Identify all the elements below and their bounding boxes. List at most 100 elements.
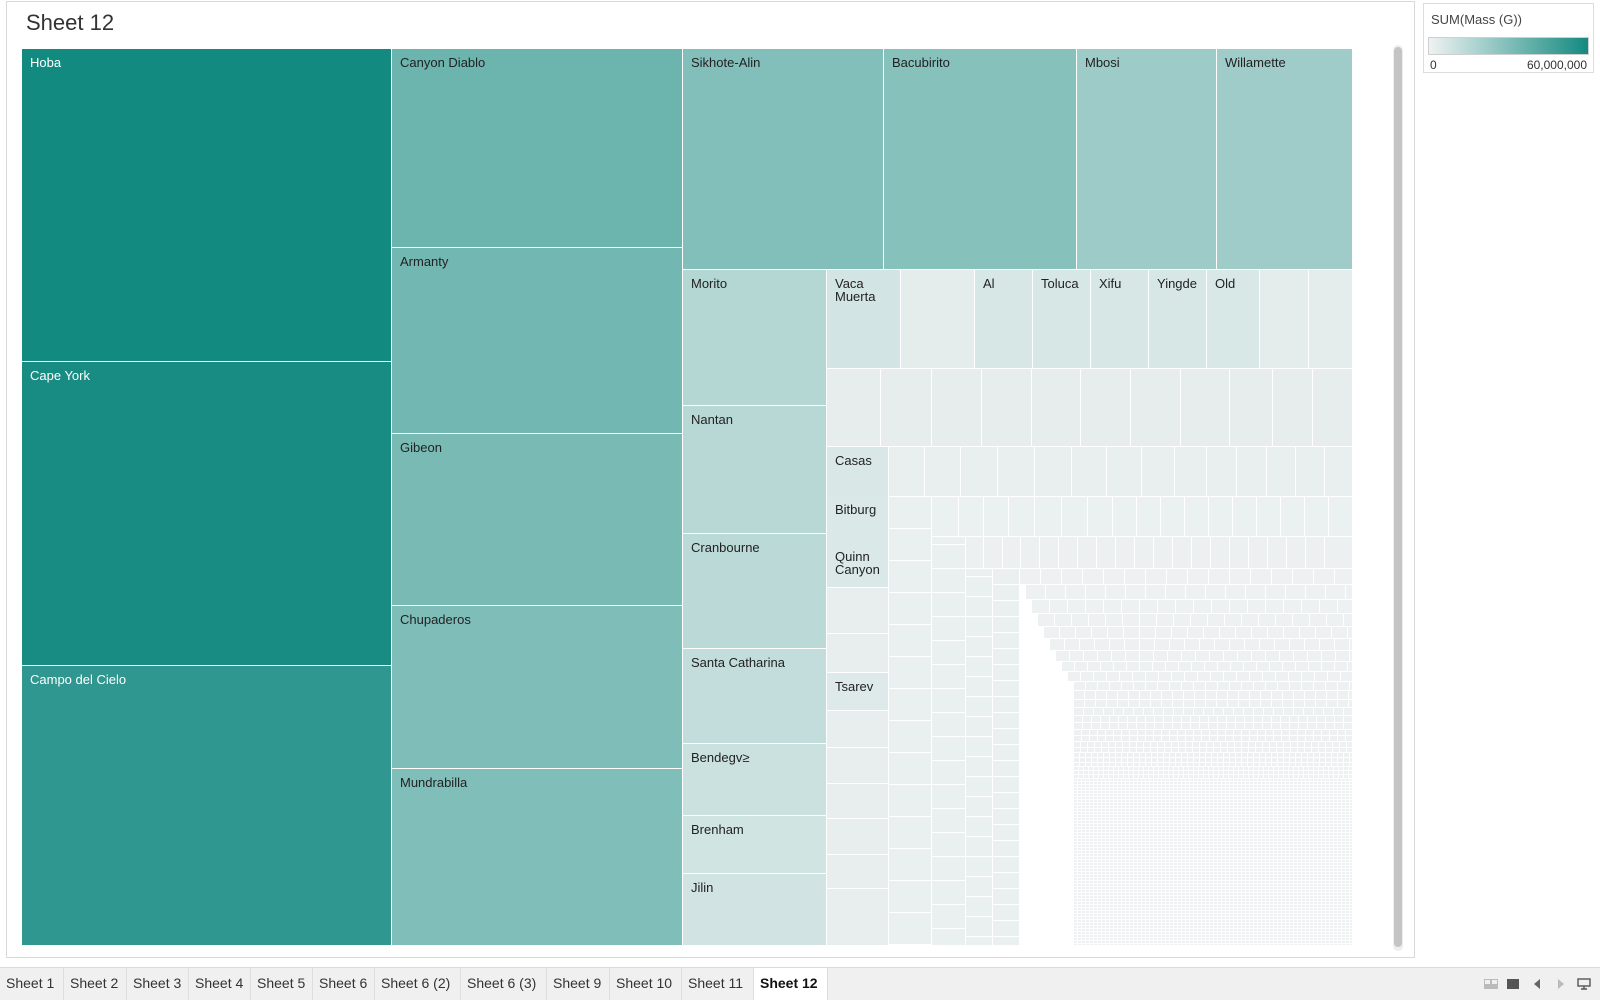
treemap-cell-small[interactable] <box>1035 447 1072 497</box>
treemap-cell-small[interactable] <box>1194 708 1204 716</box>
treemap-cell-small[interactable] <box>1122 600 1140 614</box>
treemap-cell-small[interactable] <box>1277 742 1284 748</box>
treemap-cell-small[interactable] <box>966 617 993 637</box>
treemap-cell-small[interactable] <box>1236 627 1252 639</box>
treemap-cell-small[interactable] <box>1322 730 1330 736</box>
treemap-cell-small[interactable] <box>1305 700 1316 708</box>
treemap-cell-small[interactable] <box>1186 730 1194 736</box>
treemap-cell-small[interactable] <box>1106 736 1114 742</box>
treemap-cell-small[interactable] <box>1186 736 1194 742</box>
treemap-cell-small[interactable] <box>1248 758 1254 763</box>
treemap-cell-small[interactable] <box>827 784 889 819</box>
treemap-cell-small[interactable] <box>1154 537 1173 569</box>
treemap-cell-small[interactable] <box>889 657 932 689</box>
treemap-cell-small[interactable] <box>1326 742 1333 748</box>
treemap-cell-small[interactable] <box>1309 662 1322 672</box>
treemap-cell-small[interactable] <box>1074 716 1083 723</box>
treemap-cell-small[interactable] <box>925 447 961 497</box>
treemap-cell-small[interactable] <box>1237 672 1250 682</box>
treemap-cell-small[interactable] <box>1133 672 1146 682</box>
treemap-cell-small[interactable] <box>1158 758 1164 763</box>
treemap-cell-small[interactable] <box>1116 758 1122 763</box>
treemap-cell-small[interactable] <box>1046 585 1066 600</box>
treemap-cell-small[interactable] <box>1218 682 1230 691</box>
treemap-cell-small[interactable] <box>1110 723 1119 730</box>
treemap-cell-small[interactable] <box>1085 700 1096 708</box>
treemap-cell-small[interactable] <box>1119 723 1128 730</box>
treemap-cell-small[interactable] <box>1281 497 1305 537</box>
treemap-cell-small[interactable] <box>1329 497 1353 537</box>
treemap-cell-small[interactable] <box>1074 748 1081 753</box>
treemap-cell-small[interactable] <box>1272 716 1281 723</box>
treemap-cell-small[interactable] <box>966 837 993 857</box>
treemap-cell-small[interactable] <box>1291 742 1298 748</box>
treemap-cell-small[interactable] <box>1098 758 1104 763</box>
treemap-cell-small[interactable] <box>1298 730 1306 736</box>
treemap-cell-small[interactable] <box>1086 600 1104 614</box>
treemap-cell-small[interactable] <box>1230 369 1273 447</box>
treemap-cell-small[interactable] <box>1349 691 1353 700</box>
treemap-cell-small[interactable] <box>1284 758 1290 763</box>
treemap-cell-small[interactable] <box>1066 585 1086 600</box>
scrollbar-thumb[interactable] <box>1394 47 1402 947</box>
treemap-cell-small[interactable] <box>1211 672 1224 682</box>
treemap-cell-small[interactable] <box>1185 639 1200 651</box>
treemap-cell-small[interactable] <box>1124 627 1140 639</box>
treemap-cell-small[interactable] <box>1312 748 1319 753</box>
treemap-cell-small[interactable] <box>1214 748 1221 753</box>
treemap-cell-small[interactable] <box>1245 723 1254 730</box>
treemap-cell-small[interactable] <box>961 447 998 497</box>
treemap-cell-small[interactable] <box>1086 758 1092 763</box>
treemap-cell-small[interactable] <box>1140 753 1146 758</box>
treemap-cell-small[interactable] <box>889 753 932 785</box>
treemap-cell-small[interactable] <box>1234 736 1242 742</box>
treemap-cell-small[interactable] <box>1191 614 1208 627</box>
treemap-cell-small[interactable] <box>993 761 1020 777</box>
treemap-cell-small[interactable] <box>1122 730 1130 736</box>
treemap-cell-small[interactable] <box>1098 763 1104 767</box>
treemap-cell-small[interactable] <box>1074 736 1082 742</box>
treemap-cell-small[interactable] <box>1173 723 1182 730</box>
treemap-cell-small[interactable] <box>1296 753 1302 758</box>
treemap-cell-small[interactable] <box>1314 682 1326 691</box>
treemap-cell-small[interactable] <box>1239 700 1250 708</box>
treemap-cell-small[interactable] <box>1272 700 1283 708</box>
treemap-cell-small[interactable] <box>1122 758 1128 763</box>
treemap-cell-small[interactable] <box>1333 742 1340 748</box>
treemap-cell-small[interactable] <box>1152 763 1158 767</box>
treemap-cell-small[interactable] <box>1308 651 1322 662</box>
treemap-cell-small[interactable] <box>1184 691 1195 700</box>
treemap-cell-small[interactable] <box>1206 763 1212 767</box>
treemap-cell-small[interactable] <box>1074 708 1084 716</box>
treemap-cell-small[interactable] <box>1291 748 1298 753</box>
treemap-cell-small[interactable] <box>1185 497 1209 537</box>
treemap-cell-small[interactable] <box>1218 723 1227 730</box>
treemap-cell-small[interactable] <box>1151 742 1158 748</box>
treemap-cell-small[interactable] <box>1212 763 1218 767</box>
treemap-cell-small[interactable] <box>1092 723 1101 730</box>
treemap-cell-small[interactable] <box>1290 730 1298 736</box>
treemap-cell-small[interactable] <box>1158 753 1164 758</box>
treemap-cell-small[interactable] <box>1236 758 1242 763</box>
treemap-cell-small[interactable] <box>1274 736 1282 742</box>
treemap-cell-small[interactable] <box>1283 700 1294 708</box>
treemap-cell-small[interactable] <box>1184 708 1194 716</box>
treemap-cell-small[interactable] <box>1179 748 1186 753</box>
treemap-cell-small[interactable] <box>1207 447 1237 497</box>
treemap-cell-small[interactable] <box>1083 569 1104 585</box>
treemap-cell-small[interactable] <box>1319 748 1326 753</box>
treemap-cell-small[interactable] <box>1235 742 1242 748</box>
treemap-cell-small[interactable] <box>1154 730 1162 736</box>
treemap-cell-small[interactable] <box>1125 569 1146 585</box>
treemap-cell-small[interactable] <box>1332 627 1348 639</box>
treemap-cell-small[interactable] <box>1060 627 1076 639</box>
treemap-cell-small[interactable] <box>1314 730 1322 736</box>
treemap-cell-small[interactable] <box>1174 614 1191 627</box>
treemap-cell-small[interactable] <box>1129 691 1140 700</box>
treemap-cell-small[interactable] <box>932 833 966 857</box>
treemap-cell-small[interactable] <box>1184 700 1195 708</box>
treemap-cell-small[interactable] <box>1282 730 1290 736</box>
treemap-cell-small[interactable] <box>1266 758 1272 763</box>
treemap-cell-small[interactable] <box>889 785 932 817</box>
treemap-cell-small[interactable] <box>1146 716 1155 723</box>
